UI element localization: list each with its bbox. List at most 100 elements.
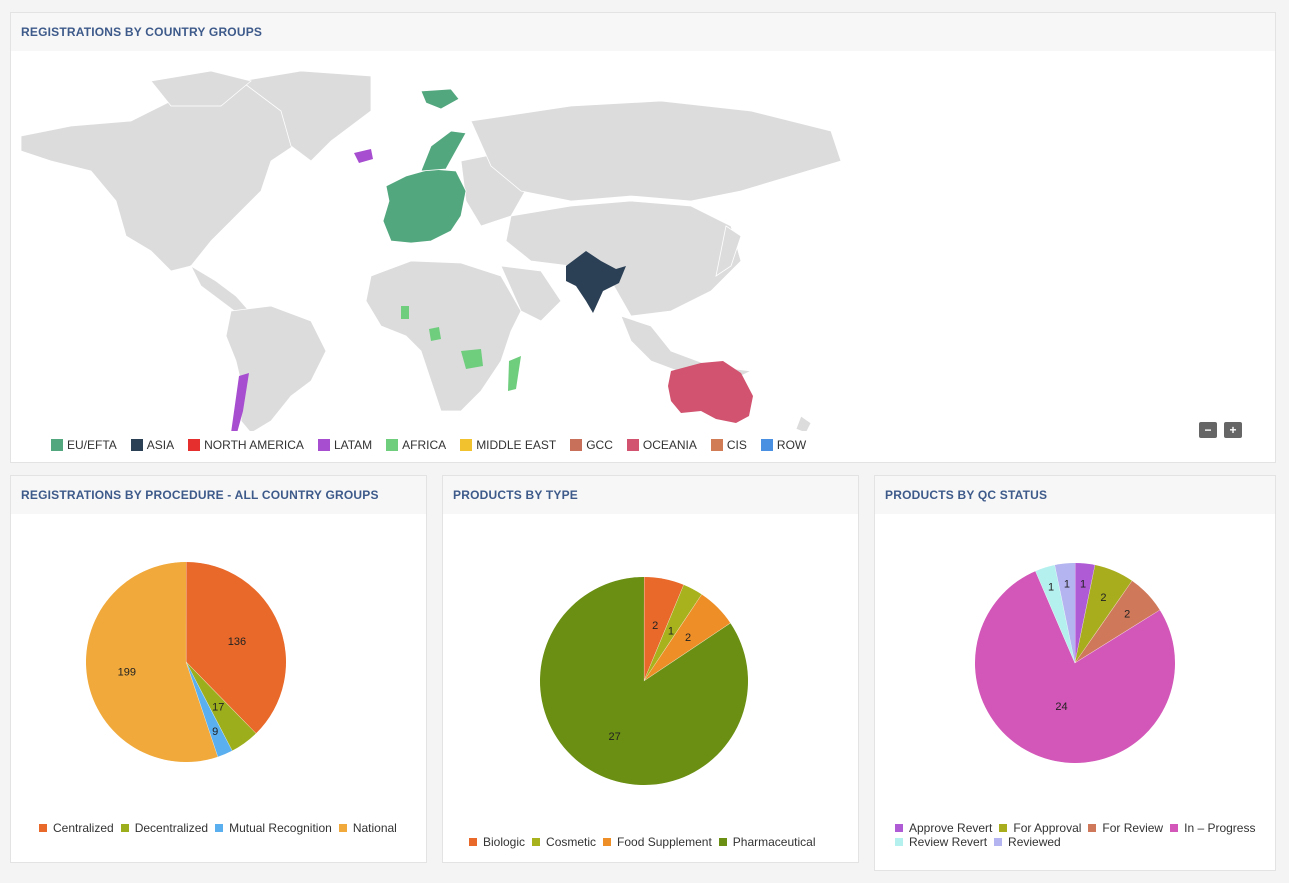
map-asia-central (505, 200, 742, 317)
map-greenland (240, 70, 372, 162)
procedure-pie-chart[interactable]: 136 17 9 199 (11, 514, 426, 814)
map-legend-item[interactable]: OCEANIA (626, 438, 697, 452)
legend-label: MIDDLE EAST (476, 438, 557, 452)
legend-swatch (760, 439, 773, 451)
legend-label: Cosmetic (546, 835, 597, 849)
qc-panel: PRODUCTS BY QC STATUS 1 2 2 24 1 1 Approve Re… (874, 475, 1276, 871)
pie-legend-item[interactable]: Food Supplement (603, 835, 712, 849)
legend-label: ROW (776, 438, 807, 452)
map-legend-item[interactable]: ASIA (130, 438, 175, 452)
map-region-eu-efta (382, 88, 467, 244)
qc-panel-title: PRODUCTS BY QC STATUS (875, 476, 1275, 514)
pie-legend-item[interactable]: Biologic (469, 835, 525, 849)
legend-label: For Approval (1013, 821, 1082, 835)
map-legend-item[interactable]: NORTH AMERICA (188, 438, 304, 452)
pie-slice-shading (1075, 580, 1160, 663)
legend-label: Pharmaceutical (732, 835, 816, 849)
pie-slice-shading (186, 662, 233, 757)
legend-swatch (532, 838, 541, 846)
world-map[interactable] (11, 51, 1275, 431)
map-legend-item[interactable]: LATAM (317, 438, 372, 452)
pie-legend-item[interactable]: Pharmaceutical (718, 835, 816, 849)
legend-label: Centralized (53, 821, 114, 835)
map-south-america (225, 305, 327, 431)
pie-slice-shading (540, 577, 748, 785)
legend-swatch (603, 838, 612, 846)
pie-slice-value: 136 (228, 636, 246, 648)
legend-swatch (386, 439, 399, 451)
legend-swatch (994, 838, 1003, 846)
type-legend: Biologic Cosmetic Food Supplement Pharmaceu… (469, 835, 859, 849)
legend-label: Review Revert (909, 835, 988, 849)
pie-legend-item[interactable]: Approve Revert (895, 821, 992, 835)
pie-slice-shading (186, 662, 256, 751)
map-legend-item[interactable]: GCC (570, 438, 613, 452)
type-panel-title: PRODUCTS BY TYPE (443, 476, 858, 514)
pie-legend-item[interactable]: Reviewed (994, 835, 1061, 849)
pie-legend-item[interactable]: National (338, 821, 397, 835)
pie-slice-shading (644, 577, 684, 681)
map-region-africa (401, 306, 521, 391)
legend-swatch (460, 439, 473, 451)
pie-legend-item[interactable]: Decentralized (120, 821, 209, 835)
legend-swatch (317, 439, 330, 451)
legend-swatch (188, 439, 201, 451)
map-japan (715, 225, 742, 277)
legend-label: In – Progress (1184, 821, 1256, 835)
legend-swatch (895, 824, 903, 832)
legend-swatch (1088, 824, 1097, 832)
legend-swatch (999, 824, 1008, 832)
legend-swatch (570, 439, 583, 451)
pie-legend-item[interactable]: Centralized (39, 821, 114, 835)
legend-swatch (130, 439, 143, 451)
map-panel: REGISTRATIONS BY COUNTRY GROUPS (10, 12, 1276, 463)
map-legend-item[interactable]: EU/EFTA (51, 438, 117, 452)
zoom-in-button[interactable]: + (1224, 422, 1242, 438)
procedure-legend: Centralized Decentralized Mutual Recogniti… (39, 821, 409, 835)
legend-label: CIS (726, 438, 747, 452)
legend-label: Biologic (483, 835, 526, 849)
legend-label: Approve Revert (909, 821, 993, 835)
legend-swatch (1170, 824, 1179, 832)
pie-legend-item[interactable]: Mutual Recognition (215, 821, 332, 835)
pie-slice-shading (186, 562, 286, 734)
pie-slice-value: 27 (608, 731, 620, 743)
pie-slice-shading (1075, 565, 1133, 663)
legend-label: Decentralized (134, 821, 209, 835)
map-region-asia (566, 251, 626, 313)
procedure-panel-title: REGISTRATIONS BY PROCEDURE - ALL COUNTRY… (11, 476, 426, 514)
map-africa (365, 260, 522, 412)
type-pie-chart[interactable]: 2 12 27 (443, 514, 858, 814)
legend-label: EU/EFTA (67, 438, 117, 452)
legend-label: GCC (586, 438, 613, 452)
pie-slice-shading (1035, 565, 1075, 663)
legend-label: National (352, 821, 397, 835)
pie-legend-item[interactable]: In – Progress (1170, 821, 1255, 835)
legend-swatch (469, 838, 477, 846)
legend-swatch (718, 838, 727, 846)
map-legend-item[interactable]: MIDDLE EAST (460, 438, 556, 452)
legend-label: OCEANIA (642, 438, 697, 452)
map-legend-item[interactable]: AFRICA (386, 438, 446, 452)
legend-label: AFRICA (402, 438, 447, 452)
type-panel: PRODUCTS BY TYPE 2 1 2 27 Biologic Cosmetic F… (442, 475, 859, 863)
map-arctic-islands (150, 70, 252, 107)
map-legend-item[interactable]: ROW (760, 438, 807, 452)
legend-swatch (39, 824, 47, 832)
pie-legend-item[interactable]: Cosmetic (532, 835, 596, 849)
zoom-out-button[interactable]: − (1199, 422, 1217, 438)
pie-slice-value: 17 (212, 702, 224, 714)
pie-slice-shading (644, 594, 731, 681)
legend-label: ASIA (146, 438, 175, 452)
map-arabia (500, 265, 562, 322)
pie-slice-value: 9 (212, 726, 218, 738)
map-legend-item[interactable]: CIS (710, 438, 747, 452)
pie-slice-value: 2 (685, 632, 691, 644)
pie-legend-item[interactable]: For Approval (999, 821, 1081, 835)
pie-legend-item[interactable]: Review Revert (895, 835, 987, 849)
pie-legend-item[interactable]: For Review (1088, 821, 1163, 835)
pie-slice-value: 1 (1080, 578, 1086, 590)
map-region-oceania (668, 361, 753, 423)
pie-slice-value: 2 (652, 620, 658, 632)
